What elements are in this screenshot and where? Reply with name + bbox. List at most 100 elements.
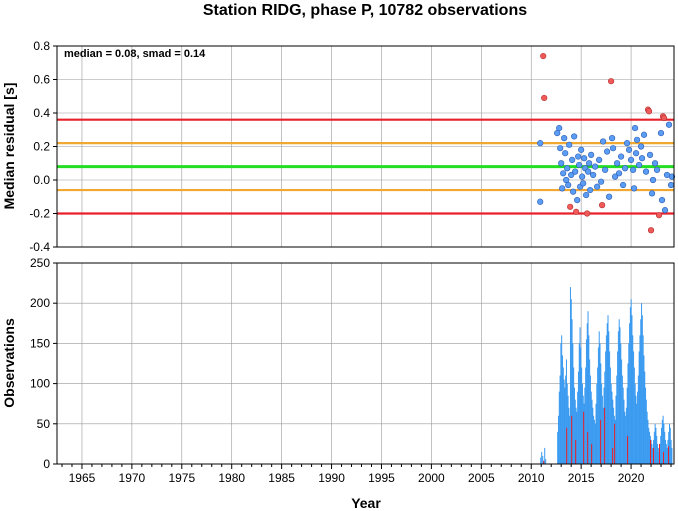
observation-bar [652,447,654,464]
data-point [540,52,547,60]
data-point [623,140,631,147]
data-point [615,170,623,177]
data-point [560,170,567,177]
y-tick-label: 50 [37,417,51,431]
observation-bar [593,415,595,464]
residual-points [537,52,676,234]
observation-bar [558,391,560,464]
observation-bar [618,319,620,464]
observation-bar [644,371,646,464]
observation-bar [601,383,603,464]
observation-bar [578,343,580,464]
observation-bar [574,399,576,464]
observation-bar [621,359,623,464]
data-point [668,173,676,180]
observation-bar [601,395,603,464]
observation-bar [629,323,631,464]
observation-bar [581,367,583,464]
x-tick-label: 2010 [518,471,545,485]
data-point [592,163,599,170]
outlier-bars [543,407,670,464]
observation-bar [603,387,605,464]
observation-bar [577,371,579,464]
y-tick-label: 250 [30,256,50,270]
data-point [583,191,590,199]
observation-bar [608,331,610,464]
data-point [579,173,586,180]
y-tick-label: 100 [30,377,50,391]
data-point [647,227,655,234]
observation-bar [636,403,638,464]
observation-bar [627,363,629,464]
observation-bar [607,315,609,464]
bottom-panel-frame [56,262,675,465]
observation-bar [669,423,671,464]
observation-bar [589,359,591,464]
outlier-bar [668,446,670,464]
x-tick-label: 1980 [218,471,245,485]
stats-annotation: median = 0.08, smad = 0.14 [64,48,206,60]
observation-bar [634,383,636,464]
data-point [575,153,582,160]
observation-bar [646,411,648,464]
outlier-bar [614,423,616,464]
data-point [621,165,629,172]
x-axis-label: Year [351,495,381,511]
outlier-bar [659,443,661,464]
observation-bar [663,423,665,464]
observation-bar [661,419,663,464]
observation-bar [585,339,587,464]
data-point [609,145,617,152]
y-tick-label: 0.4 [33,106,50,120]
observation-bar [623,399,625,464]
observation-bar [559,375,561,464]
observation-bar [657,443,659,464]
observation-bar [545,459,547,464]
y-tick-label: 0.6 [33,73,50,87]
observation-bar [568,407,570,464]
data-point [598,178,605,185]
data-point [576,161,583,169]
observation-bar [570,299,572,464]
data-point [648,190,656,197]
observation-bar [616,375,618,464]
data-point [609,135,616,142]
observation-bar [656,435,658,464]
data-point [606,193,613,200]
observation-bar [560,343,562,464]
outlier-bar [612,447,614,464]
observation-bar [577,391,579,464]
observation-bars [540,287,673,464]
observation-bar [625,415,627,464]
observation-bar [632,335,634,464]
data-point [613,160,621,167]
data-point [604,148,611,155]
observation-bar [630,299,632,464]
data-point [594,183,601,190]
x-tick-label: 1990 [318,471,345,485]
outlier-bar [600,419,602,464]
observation-bar [573,387,575,464]
x-tick-label: 2015 [568,471,595,485]
observation-bar [602,407,604,464]
observation-bar [557,431,559,464]
observation-bar [580,347,582,464]
observation-bar [661,427,663,464]
data-point [655,212,663,219]
observation-bar [626,387,628,464]
observation-bar [641,315,643,464]
observation-bar [569,415,571,464]
bottom-y-axis-label: Observations [1,318,17,408]
data-point [586,160,593,167]
observation-bar [635,395,637,464]
data-point [646,151,654,158]
observation-bar [645,399,647,464]
y-tick-label: 0.8 [33,39,50,53]
observation-bar [617,351,619,464]
data-point [581,155,588,162]
outlier-bar [627,435,629,464]
data-point [569,156,576,163]
observation-bar [615,395,617,464]
observation-bar [586,323,588,464]
x-tick-label: 2000 [418,471,445,485]
